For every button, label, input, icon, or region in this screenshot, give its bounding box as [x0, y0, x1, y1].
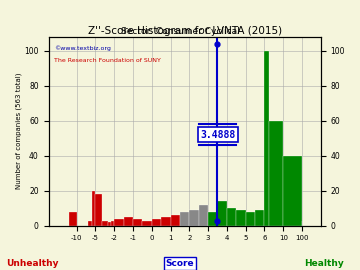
Bar: [255, 210, 265, 226]
Bar: [265, 50, 269, 226]
Bar: [102, 221, 108, 226]
Bar: [108, 222, 111, 226]
Bar: [199, 205, 208, 226]
Bar: [123, 217, 133, 226]
Bar: [111, 221, 114, 226]
Bar: [88, 221, 92, 226]
Text: Sector: Consumer Cyclical: Sector: Consumer Cyclical: [121, 27, 239, 36]
Bar: [143, 221, 152, 226]
Bar: [171, 215, 180, 226]
Y-axis label: Number of companies (563 total): Number of companies (563 total): [15, 73, 22, 190]
Bar: [246, 212, 255, 226]
Text: Score: Score: [166, 259, 194, 268]
Bar: [69, 212, 77, 226]
Bar: [217, 201, 227, 226]
Bar: [92, 191, 95, 226]
Text: Unhealthy: Unhealthy: [6, 259, 59, 268]
Bar: [283, 156, 302, 226]
Title: Z''-Score Histogram for LVNTA (2015): Z''-Score Histogram for LVNTA (2015): [87, 26, 282, 36]
Bar: [227, 208, 236, 226]
Bar: [180, 212, 189, 226]
Bar: [269, 121, 283, 226]
Bar: [152, 219, 161, 226]
Text: 3.4888: 3.4888: [201, 130, 236, 140]
Bar: [95, 194, 102, 226]
Text: ©www.textbiz.org: ©www.textbiz.org: [54, 45, 111, 51]
Bar: [114, 219, 123, 226]
Text: The Research Foundation of SUNY: The Research Foundation of SUNY: [54, 58, 161, 63]
Text: Healthy: Healthy: [304, 259, 344, 268]
Bar: [133, 219, 143, 226]
Bar: [208, 212, 217, 226]
Bar: [189, 210, 199, 226]
Bar: [161, 217, 171, 226]
Bar: [236, 210, 246, 226]
